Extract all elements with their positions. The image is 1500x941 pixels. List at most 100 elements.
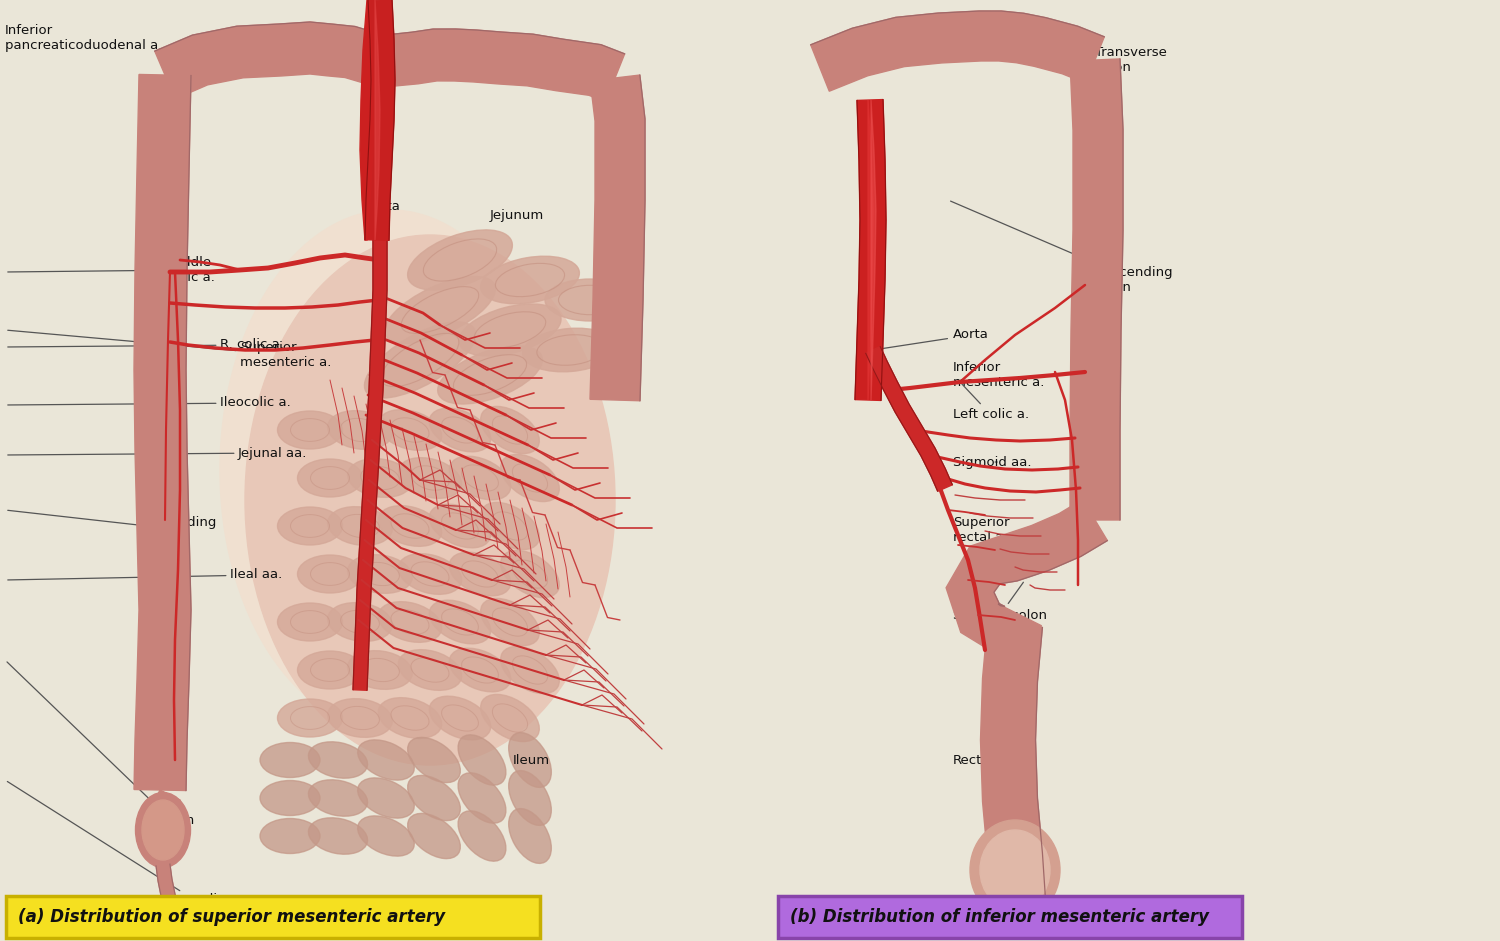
Ellipse shape (297, 651, 363, 689)
Ellipse shape (408, 230, 513, 290)
Ellipse shape (450, 552, 510, 596)
FancyBboxPatch shape (778, 896, 1242, 938)
Text: Descending
colon: Descending colon (951, 201, 1173, 294)
Ellipse shape (278, 411, 342, 449)
Ellipse shape (378, 601, 441, 643)
Ellipse shape (357, 778, 414, 818)
Ellipse shape (260, 742, 320, 777)
Ellipse shape (429, 408, 490, 452)
Ellipse shape (408, 775, 460, 821)
Ellipse shape (364, 322, 476, 398)
Ellipse shape (408, 813, 460, 858)
Text: Left colic a.: Left colic a. (952, 384, 1029, 422)
Ellipse shape (378, 505, 441, 547)
Text: Superior
mesenteric a.: Superior mesenteric a. (8, 330, 332, 369)
Text: (b) Distribution of inferior mesenteric artery: (b) Distribution of inferior mesenteric … (790, 908, 1209, 926)
Ellipse shape (480, 407, 540, 454)
Text: Aorta: Aorta (876, 328, 989, 349)
Ellipse shape (135, 792, 190, 868)
Ellipse shape (450, 456, 510, 500)
Ellipse shape (509, 733, 552, 788)
Ellipse shape (429, 696, 490, 740)
Text: (a) Distribution of superior mesenteric artery: (a) Distribution of superior mesenteric … (18, 908, 445, 926)
Ellipse shape (399, 649, 462, 691)
Text: R. colic a.: R. colic a. (8, 339, 284, 352)
Ellipse shape (309, 742, 368, 778)
Ellipse shape (348, 458, 412, 498)
Ellipse shape (309, 780, 368, 816)
Polygon shape (156, 864, 178, 933)
Ellipse shape (357, 816, 414, 856)
Ellipse shape (220, 210, 560, 730)
Text: Jejunum: Jejunum (490, 209, 544, 221)
Ellipse shape (278, 603, 342, 641)
Polygon shape (810, 11, 1104, 91)
Text: Middle
colic a.: Middle colic a. (8, 256, 214, 284)
Text: Ileum: Ileum (513, 754, 550, 767)
Text: Ascending
colon: Ascending colon (8, 510, 217, 544)
Ellipse shape (357, 740, 414, 780)
Text: Appendix: Appendix (8, 781, 226, 906)
Ellipse shape (970, 820, 1060, 920)
Text: Jejunal aa.: Jejunal aa. (8, 446, 308, 459)
Text: Inferior
pancreaticoduodenal a.: Inferior pancreaticoduodenal a. (4, 24, 162, 55)
Polygon shape (855, 100, 886, 401)
Polygon shape (871, 100, 876, 400)
Ellipse shape (408, 738, 460, 783)
Ellipse shape (297, 459, 363, 497)
Ellipse shape (458, 811, 506, 861)
Ellipse shape (327, 602, 393, 642)
Ellipse shape (244, 235, 615, 765)
Ellipse shape (544, 279, 634, 321)
Text: Superior
rectal a.: Superior rectal a. (952, 516, 1010, 557)
Polygon shape (352, 240, 387, 691)
Polygon shape (590, 75, 645, 401)
Ellipse shape (378, 409, 441, 451)
Ellipse shape (327, 410, 393, 450)
Ellipse shape (501, 455, 560, 502)
Ellipse shape (480, 502, 540, 550)
Ellipse shape (980, 830, 1050, 910)
Ellipse shape (327, 506, 393, 546)
Polygon shape (134, 74, 190, 790)
Text: Sigmoid aa.: Sigmoid aa. (952, 455, 1032, 469)
Ellipse shape (509, 808, 552, 864)
Text: Transverse
colon: Transverse colon (952, 42, 1167, 74)
Ellipse shape (501, 550, 560, 598)
Ellipse shape (450, 648, 510, 692)
Ellipse shape (278, 699, 342, 737)
Text: Sigmoid colon: Sigmoid colon (952, 582, 1047, 621)
Ellipse shape (278, 507, 342, 545)
Polygon shape (868, 100, 873, 400)
Text: Transverse colon: Transverse colon (278, 52, 390, 74)
Ellipse shape (399, 553, 462, 595)
Ellipse shape (509, 771, 552, 825)
Ellipse shape (260, 819, 320, 853)
Ellipse shape (459, 304, 561, 356)
Ellipse shape (458, 773, 506, 823)
Ellipse shape (327, 698, 393, 738)
Polygon shape (140, 790, 184, 862)
Ellipse shape (429, 504, 490, 548)
FancyBboxPatch shape (6, 896, 540, 938)
Ellipse shape (480, 598, 540, 646)
Ellipse shape (522, 328, 618, 372)
Polygon shape (1070, 59, 1124, 520)
Ellipse shape (378, 697, 441, 739)
Polygon shape (946, 500, 1107, 654)
Text: Inferior
mesenteric a.: Inferior mesenteric a. (903, 361, 1044, 390)
Polygon shape (154, 22, 624, 103)
Polygon shape (364, 0, 394, 240)
Ellipse shape (348, 650, 412, 690)
Polygon shape (360, 0, 374, 240)
Polygon shape (981, 623, 1046, 901)
Text: Ileal aa.: Ileal aa. (8, 568, 282, 582)
Ellipse shape (399, 457, 462, 499)
Polygon shape (865, 346, 952, 491)
Ellipse shape (480, 694, 540, 742)
Ellipse shape (142, 800, 184, 860)
Ellipse shape (384, 277, 495, 343)
Ellipse shape (480, 256, 579, 304)
Ellipse shape (438, 346, 543, 404)
Ellipse shape (429, 600, 490, 644)
